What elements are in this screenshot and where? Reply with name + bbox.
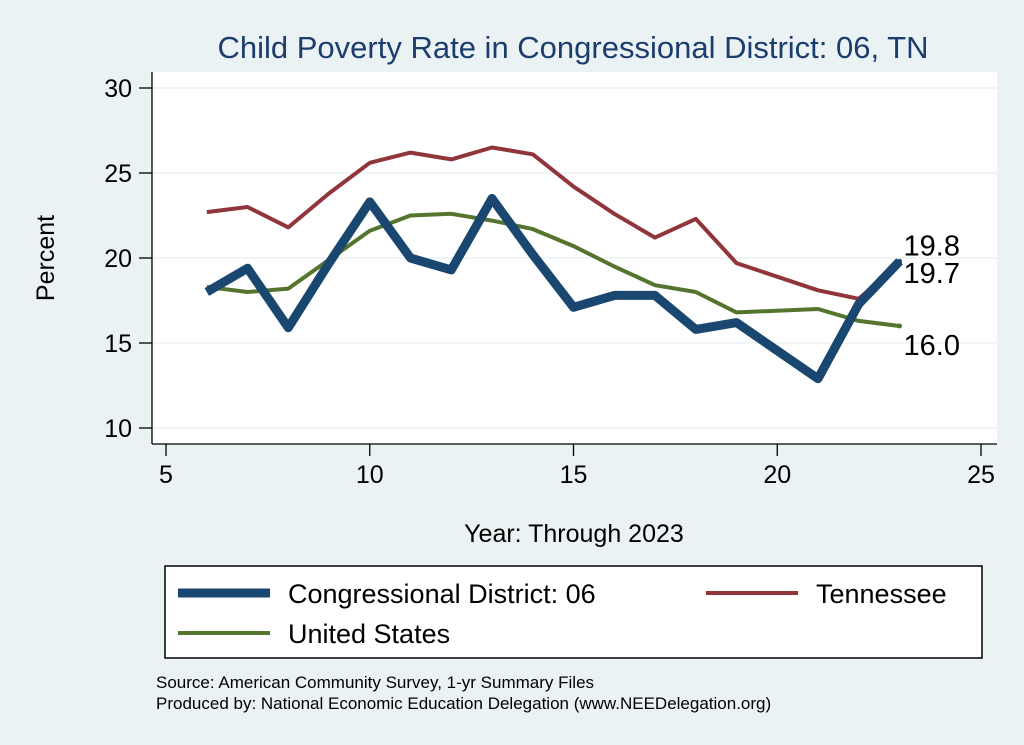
legend: Congressional District: 06 Tennessee Unite…	[164, 565, 983, 659]
x-axis-title: Year: Through 2023	[464, 520, 684, 548]
end-label-0: 19.8	[904, 230, 960, 262]
legend-label-0: Congressional District: 06	[288, 579, 596, 609]
legend-box	[164, 565, 983, 659]
y-tick-label-3: 25	[104, 160, 132, 188]
y-axis-title: Percent	[32, 215, 60, 301]
x-tick-label-4: 25	[967, 461, 995, 489]
legend-label-2: United States	[288, 619, 450, 649]
x-tick-label-1: 10	[356, 461, 384, 489]
legend-label-1: Tennessee	[816, 579, 947, 609]
grid-lines	[152, 87, 997, 429]
end-label-2: 16.0	[904, 330, 960, 362]
x-tick-label-2: 15	[560, 461, 588, 489]
producer-note: Produced by: National Economic Education…	[156, 694, 771, 713]
y-tick-label-2: 20	[104, 245, 132, 273]
axes: 10 15 20 25 30 5 10 15 20 25	[104, 72, 997, 489]
end-labels: 19.819.7 16.0	[904, 230, 960, 362]
y-tick-label-1: 15	[104, 330, 132, 358]
source-note: Source: American Community Survey, 1-yr …	[156, 673, 594, 692]
series-end-marker-0	[897, 258, 902, 264]
x-tick-label-0: 5	[159, 461, 173, 489]
series-line-1	[206, 145, 901, 301]
series-lines	[204, 145, 903, 384]
series-line-0	[204, 194, 903, 384]
x-tick-label-3: 20	[763, 461, 791, 489]
chart-title: Child Poverty Rate in Congressional Dist…	[218, 30, 929, 65]
series-end-marker-2	[897, 323, 902, 329]
end-label-1: 19.7	[904, 258, 960, 290]
y-tick-label-0: 10	[104, 415, 132, 443]
y-tick-label-4: 30	[104, 75, 132, 103]
series-line-2	[206, 211, 900, 328]
